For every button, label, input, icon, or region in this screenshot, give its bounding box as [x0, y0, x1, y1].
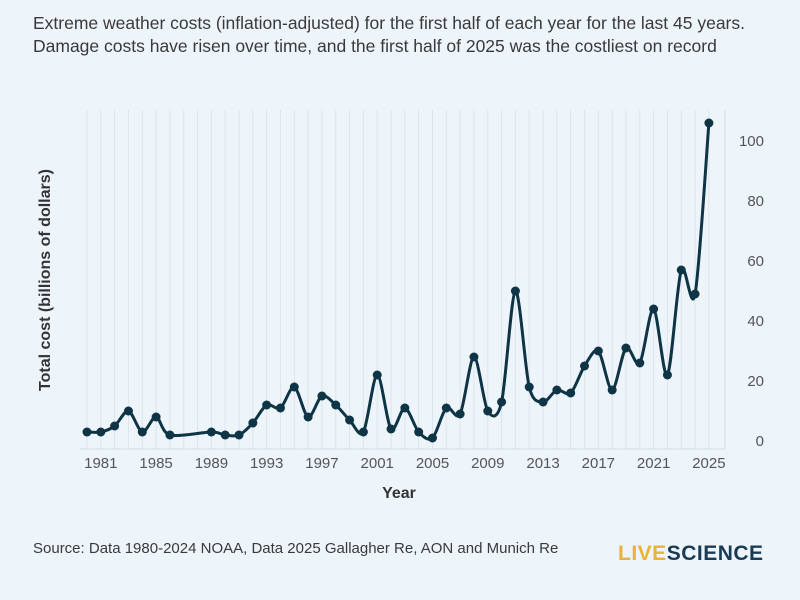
data-point-1994	[275, 403, 285, 413]
x-tick-label: 2025	[692, 455, 725, 472]
data-point-1992	[248, 418, 258, 428]
data-point-2000	[358, 427, 368, 437]
x-tick-label: 1993	[250, 455, 283, 472]
data-point-1980	[82, 427, 92, 437]
x-tick-label: 2005	[416, 455, 449, 472]
x-tick-label: 2013	[526, 455, 559, 472]
data-point-2022	[662, 370, 672, 380]
data-point-2016	[580, 361, 590, 371]
data-point-2014	[552, 385, 562, 395]
data-point-2011	[510, 286, 520, 296]
source-note: Source: Data 1980-2024 NOAA, Data 2025 G…	[33, 540, 559, 557]
data-point-1981	[96, 427, 106, 437]
data-point-1982	[110, 421, 120, 431]
y-tick-label: 0	[756, 433, 764, 450]
data-point-1998	[331, 400, 341, 410]
data-point-2019	[621, 343, 631, 353]
data-point-2002	[386, 424, 396, 434]
x-axis-label: Year	[382, 485, 416, 502]
logo-live: LIVE	[618, 542, 667, 565]
data-point-2025	[704, 118, 714, 128]
data-point-2001	[372, 370, 382, 380]
data-point-2013	[538, 397, 548, 407]
data-point-1989	[206, 427, 216, 437]
x-tick-label: 1985	[139, 455, 172, 472]
data-point-2023	[676, 265, 686, 275]
y-tick-label: 40	[747, 313, 764, 330]
data-point-1986	[165, 430, 175, 440]
x-tick-label: 1989	[195, 455, 228, 472]
chart-title: Extreme weather costs (inflation-adjuste…	[33, 13, 745, 56]
data-point-2008	[469, 352, 479, 362]
livescience-logo: LIVESCIENCE	[618, 542, 764, 566]
data-point-2015	[566, 388, 576, 398]
data-point-2005	[428, 433, 437, 443]
data-point-1996	[303, 412, 313, 422]
x-tick-label: 2017	[582, 455, 615, 472]
data-point-2010	[497, 397, 507, 407]
x-tick-label: 2001	[361, 455, 394, 472]
data-point-1997	[317, 391, 327, 401]
data-point-2012	[524, 382, 534, 392]
y-tick-label: 80	[747, 193, 764, 210]
x-tick-label: 2009	[471, 455, 504, 472]
data-point-1991	[234, 430, 244, 440]
y-tick-label: 100	[739, 133, 764, 150]
data-point-1984	[137, 427, 147, 437]
data-point-2007	[455, 409, 465, 419]
y-tick-label: 60	[747, 253, 764, 270]
data-point-2009	[483, 406, 493, 416]
data-point-2006	[441, 403, 451, 413]
data-point-1983	[123, 406, 133, 416]
data-point-1990	[220, 430, 230, 440]
data-point-2003	[400, 403, 410, 413]
data-point-2024	[690, 289, 700, 299]
data-point-1993	[262, 400, 272, 410]
data-point-1999	[345, 415, 355, 425]
x-tick-label: 1981	[84, 455, 117, 472]
y-tick-label: 20	[747, 373, 764, 390]
x-tick-label: 1997	[305, 455, 338, 472]
logo-science: SCIENCE	[666, 542, 764, 565]
x-tick-label: 2021	[637, 455, 670, 472]
data-point-2018	[607, 385, 617, 395]
data-point-2017	[593, 346, 603, 356]
y-axis-label: Total cost (billions of dollars)	[37, 169, 54, 391]
data-point-1995	[289, 382, 299, 392]
data-point-1985	[151, 412, 161, 422]
data-point-2021	[649, 304, 659, 314]
data-point-2020	[635, 358, 645, 368]
data-point-2004	[414, 427, 424, 437]
